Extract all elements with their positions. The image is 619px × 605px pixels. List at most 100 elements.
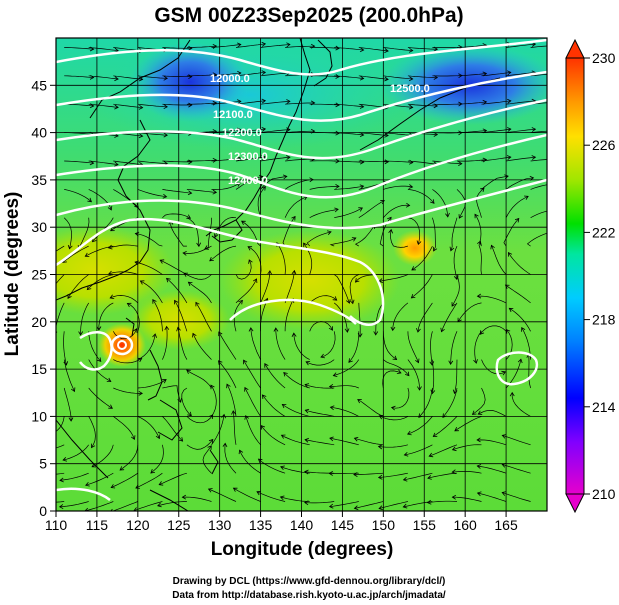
streamline-arrow bbox=[138, 133, 144, 139]
streamline-arrow bbox=[358, 207, 363, 212]
streamline bbox=[260, 72, 290, 77]
streamline-arrow bbox=[451, 446, 457, 452]
streamline-arrow bbox=[357, 333, 363, 338]
streamline-arrow bbox=[96, 326, 102, 331]
streamline-arrow bbox=[208, 438, 214, 444]
streamline bbox=[303, 243, 313, 275]
streamline bbox=[452, 444, 482, 451]
streamline bbox=[202, 445, 212, 474]
streamline bbox=[186, 439, 214, 450]
streamline bbox=[383, 47, 413, 51]
streamline bbox=[309, 47, 340, 49]
streamline-arrow bbox=[44, 296, 48, 300]
streamline bbox=[211, 100, 241, 105]
streamline-arrow bbox=[164, 325, 170, 331]
streamline bbox=[137, 132, 168, 136]
x-axis-label: Longitude (degrees) bbox=[211, 539, 394, 560]
streamline bbox=[88, 359, 111, 382]
streamline-arrow bbox=[402, 476, 408, 482]
streamline-arrow bbox=[390, 405, 396, 411]
streamline-arrow bbox=[110, 508, 113, 511]
streamline-arrow bbox=[359, 104, 365, 109]
streamline bbox=[450, 217, 458, 251]
streamline bbox=[450, 331, 458, 365]
streamline-arrow bbox=[556, 181, 560, 185]
streamline bbox=[64, 189, 92, 202]
streamline-arrow bbox=[501, 434, 507, 439]
streamline-arrow bbox=[212, 72, 218, 78]
streamline bbox=[150, 444, 164, 474]
streamline-arrow bbox=[283, 371, 288, 377]
streamline bbox=[451, 274, 460, 307]
streamline bbox=[403, 472, 433, 481]
streamline bbox=[56, 501, 65, 503]
streamline-arrow bbox=[448, 360, 454, 365]
streamline-arrow bbox=[35, 472, 39, 476]
streamline-arrow bbox=[67, 244, 73, 250]
streamline bbox=[349, 274, 359, 304]
contour-12000 bbox=[56, 38, 547, 76]
streamline bbox=[528, 354, 531, 389]
streamline-arrow bbox=[159, 259, 165, 264]
streamline-arrow bbox=[504, 284, 510, 289]
streamline-arrow bbox=[471, 410, 477, 415]
streamline-arrow bbox=[373, 331, 379, 336]
streamline bbox=[233, 487, 261, 502]
streamline bbox=[379, 415, 409, 421]
streamline bbox=[477, 492, 507, 502]
streamline-arrow bbox=[359, 47, 365, 53]
contour-12500-east bbox=[495, 351, 539, 386]
streamline bbox=[186, 189, 217, 193]
streamline bbox=[284, 298, 294, 332]
streamline-arrow bbox=[114, 76, 119, 82]
streamline-arrow bbox=[238, 449, 244, 455]
streamline-arrow bbox=[514, 217, 520, 223]
streamline-arrow bbox=[335, 102, 340, 108]
contour-12200 bbox=[56, 98, 547, 160]
x-tick-label: 160 bbox=[453, 517, 477, 533]
streamline bbox=[432, 75, 462, 77]
streamline-arrow bbox=[353, 505, 359, 511]
streamline bbox=[137, 416, 160, 439]
streamline bbox=[383, 359, 410, 376]
y-tick-label: 30 bbox=[31, 219, 47, 235]
contour-12300 bbox=[56, 133, 547, 199]
colorbar-tick-label: 218 bbox=[592, 312, 616, 328]
streamline bbox=[98, 302, 114, 330]
streamline bbox=[506, 100, 536, 105]
streamline-arrow bbox=[501, 370, 507, 376]
streamline-arrow bbox=[85, 481, 90, 487]
streamline bbox=[506, 72, 536, 77]
streamline-arrow bbox=[458, 161, 463, 166]
streamline-arrow bbox=[335, 74, 340, 79]
streamline-arrow bbox=[87, 197, 93, 203]
streamline bbox=[309, 75, 340, 78]
streamline-arrow bbox=[335, 184, 340, 189]
streamline bbox=[526, 232, 547, 247]
streamline bbox=[258, 458, 286, 474]
streamline bbox=[137, 103, 168, 108]
streamline-arrow bbox=[304, 383, 310, 388]
streamline bbox=[181, 387, 192, 416]
streamline-arrow bbox=[390, 326, 396, 332]
streamline bbox=[329, 385, 359, 389]
streamline bbox=[334, 47, 364, 51]
streamline-arrow bbox=[477, 410, 483, 415]
streamline bbox=[186, 45, 217, 48]
streamline-arrow bbox=[326, 230, 332, 235]
y-axis-label: Latitude (degrees) bbox=[2, 192, 23, 357]
streamline bbox=[256, 491, 286, 502]
streamline bbox=[84, 501, 114, 511]
streamline bbox=[407, 331, 419, 363]
x-tick-label: 135 bbox=[249, 517, 273, 533]
streamline bbox=[137, 160, 168, 164]
streamline bbox=[474, 331, 482, 364]
streamline-arrow bbox=[237, 156, 242, 162]
streamline bbox=[88, 47, 119, 52]
streamline-arrow bbox=[428, 452, 434, 458]
streamline-arrow bbox=[377, 444, 383, 450]
streamline-arrow bbox=[63, 361, 69, 366]
streamline bbox=[276, 242, 286, 275]
streamline bbox=[282, 404, 310, 417]
streamline bbox=[159, 472, 187, 486]
